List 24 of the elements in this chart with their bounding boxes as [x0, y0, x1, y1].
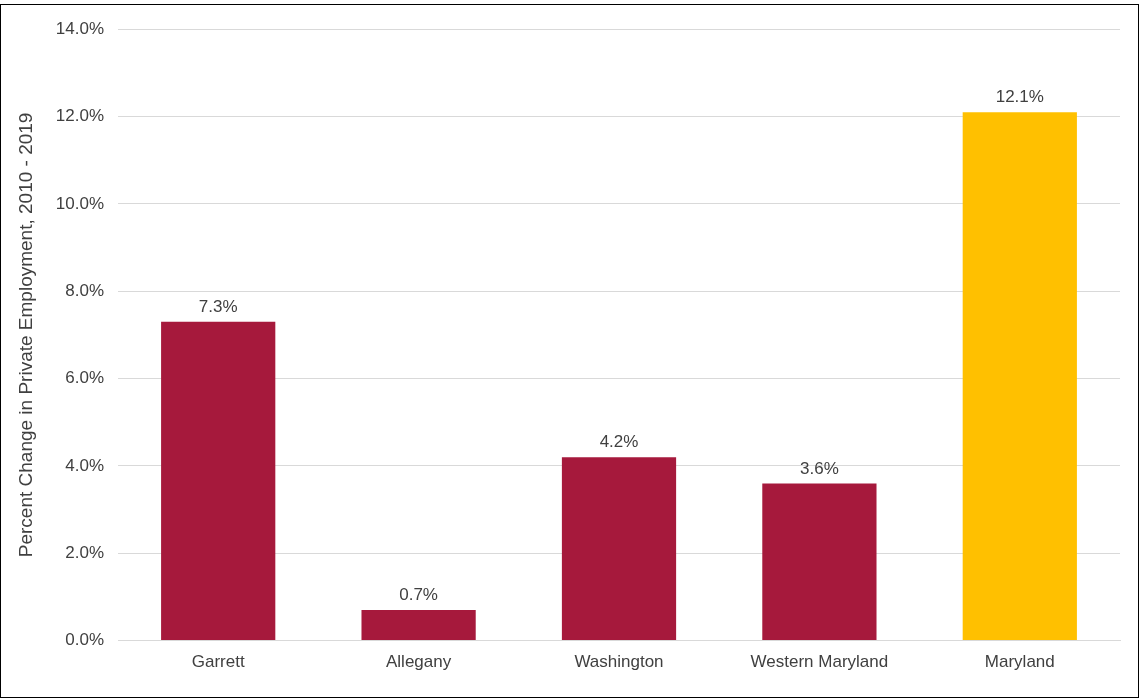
data-label: 0.7% — [399, 585, 438, 605]
x-tick-label: Allegany — [385, 652, 452, 672]
y-tick-label: 10.0% — [55, 193, 104, 213]
y-axis-title: Percent Change in Private Employment, 2010 - 2019 — [14, 112, 36, 558]
x-tick-label: Maryland — [984, 652, 1055, 672]
y-tick-label: 0.0% — [65, 630, 104, 650]
y-tick-label: 4.0% — [65, 455, 104, 475]
y-tick-label: 2.0% — [65, 542, 104, 562]
y-tick-label: 8.0% — [65, 280, 104, 300]
x-tick-label: Western Maryland — [750, 652, 889, 672]
bar — [161, 321, 276, 641]
x-tick-label: Washington — [574, 652, 664, 672]
x-tick-label: Garrett — [191, 652, 245, 672]
bar — [561, 457, 677, 641]
data-label: 12.1% — [995, 87, 1044, 107]
bar — [361, 610, 476, 641]
bar — [962, 112, 1077, 641]
data-label: 4.2% — [599, 432, 639, 452]
bar — [762, 483, 877, 641]
y-tick-label: 6.0% — [65, 368, 104, 388]
data-label: 7.3% — [198, 296, 238, 316]
data-label: 3.6% — [800, 458, 839, 478]
y-tick-label: 14.0% — [55, 18, 104, 38]
y-tick-label: 12.0% — [55, 106, 104, 126]
